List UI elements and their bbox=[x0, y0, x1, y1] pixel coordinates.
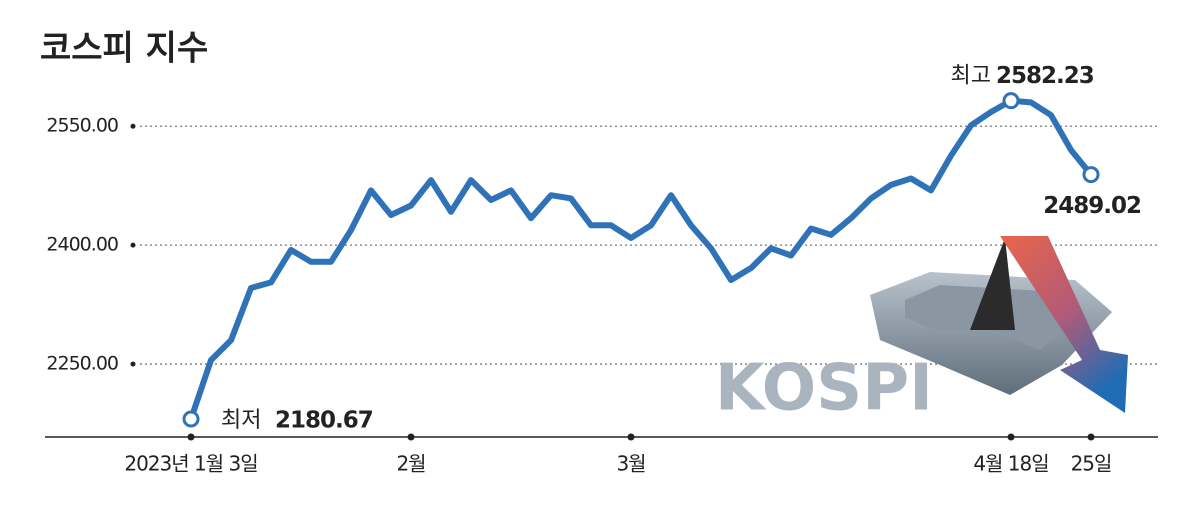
logo-text: KOSPI bbox=[715, 352, 933, 426]
y-tick-label: 2550.00 bbox=[46, 115, 118, 137]
data-label: 2180.67 bbox=[275, 408, 373, 434]
y-tick-mark bbox=[130, 361, 136, 367]
logo-arrow bbox=[1000, 236, 1128, 413]
logo-triangle bbox=[970, 238, 1015, 330]
x-tick-mark bbox=[187, 433, 195, 441]
plot-area: 2250.00 2400.00 2550.00 2023년 1월 3일 2월 3월 4월 1… bbox=[45, 63, 1158, 476]
x-tick-mark bbox=[627, 433, 635, 441]
point-marker bbox=[1082, 166, 1100, 184]
y-tick-label: 2400.00 bbox=[46, 234, 118, 256]
x-tick-mark bbox=[1087, 433, 1095, 441]
x-tick-mark bbox=[1007, 433, 1015, 441]
data-label: 2582.23 bbox=[996, 63, 1094, 89]
chart-title: 코스피 지수 bbox=[40, 29, 208, 69]
y-tick-mark bbox=[130, 242, 136, 248]
annotation: 최저 bbox=[221, 408, 261, 433]
x-tick-label: 4월 18일 bbox=[973, 452, 1048, 476]
kospi-logo: KOSPI bbox=[715, 236, 1128, 426]
data-label: 2489.02 bbox=[1043, 193, 1141, 219]
y-tick-label: 2250.00 bbox=[46, 353, 118, 375]
point-marker bbox=[182, 410, 200, 428]
y-tick-mark bbox=[130, 123, 136, 129]
point-marker bbox=[1002, 92, 1020, 110]
x-tick-label: 3월 bbox=[616, 452, 645, 476]
line bbox=[188, 97, 1094, 422]
x-tick-label: 2023년 1월 3일 bbox=[124, 452, 257, 476]
x-tick-mark bbox=[407, 433, 415, 441]
annotation: 최고 bbox=[951, 64, 991, 89]
x-tick-label: 2월 bbox=[396, 452, 425, 476]
x-tick-label: 25일 bbox=[1071, 452, 1112, 476]
